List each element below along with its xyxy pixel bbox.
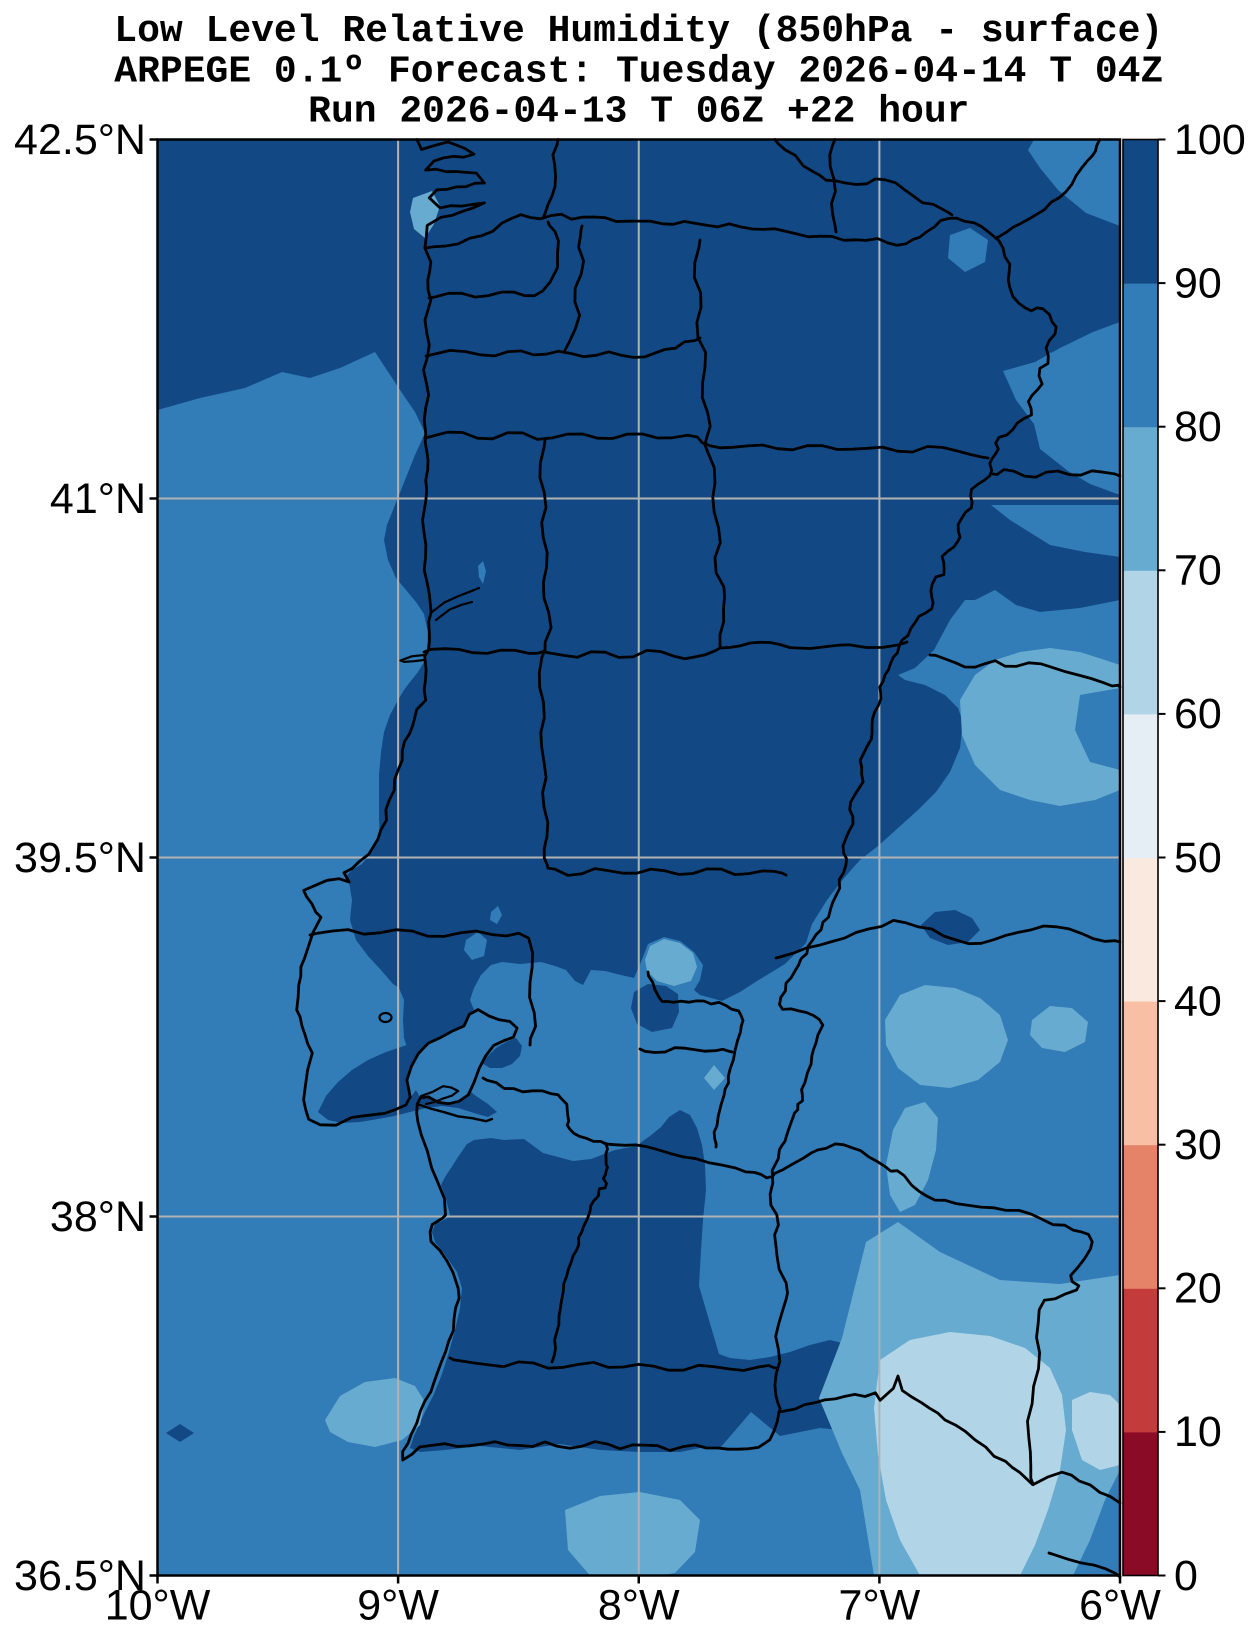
svg-text:30: 30 (1174, 1121, 1222, 1169)
svg-text:Low Level Relative Humidity (8: Low Level Relative Humidity (850hPa - su… (114, 10, 1163, 53)
svg-text:38°N: 38°N (50, 1193, 146, 1241)
svg-text:0: 0 (1174, 1552, 1198, 1600)
svg-text:10: 10 (1174, 1408, 1222, 1456)
svg-text:9°W: 9°W (357, 1582, 439, 1630)
svg-text:50: 50 (1174, 834, 1222, 882)
svg-text:6°W: 6°W (1079, 1582, 1161, 1630)
svg-text:39.5°N: 39.5°N (14, 834, 146, 882)
svg-text:100: 100 (1174, 116, 1246, 164)
svg-text:90: 90 (1174, 259, 1222, 307)
svg-text:40: 40 (1174, 977, 1222, 1025)
svg-text:42.5°N: 42.5°N (14, 116, 146, 164)
svg-text:10°W: 10°W (105, 1582, 211, 1630)
svg-text:41°N: 41°N (50, 475, 146, 523)
svg-text:60: 60 (1174, 690, 1222, 738)
svg-text:ARPEGE 0.1º Forecast: Tuesday: ARPEGE 0.1º Forecast: Tuesday 2026-04-14… (114, 50, 1163, 93)
svg-text:20: 20 (1174, 1265, 1222, 1313)
svg-text:8°W: 8°W (598, 1582, 680, 1630)
svg-text:7°W: 7°W (839, 1582, 921, 1630)
svg-text:80: 80 (1174, 403, 1222, 451)
svg-text:70: 70 (1174, 547, 1222, 595)
svg-text:Run 2026-04-13 T 06Z +22 hour: Run 2026-04-13 T 06Z +22 hour (308, 91, 969, 134)
svg-text:36.5°N: 36.5°N (14, 1552, 146, 1600)
